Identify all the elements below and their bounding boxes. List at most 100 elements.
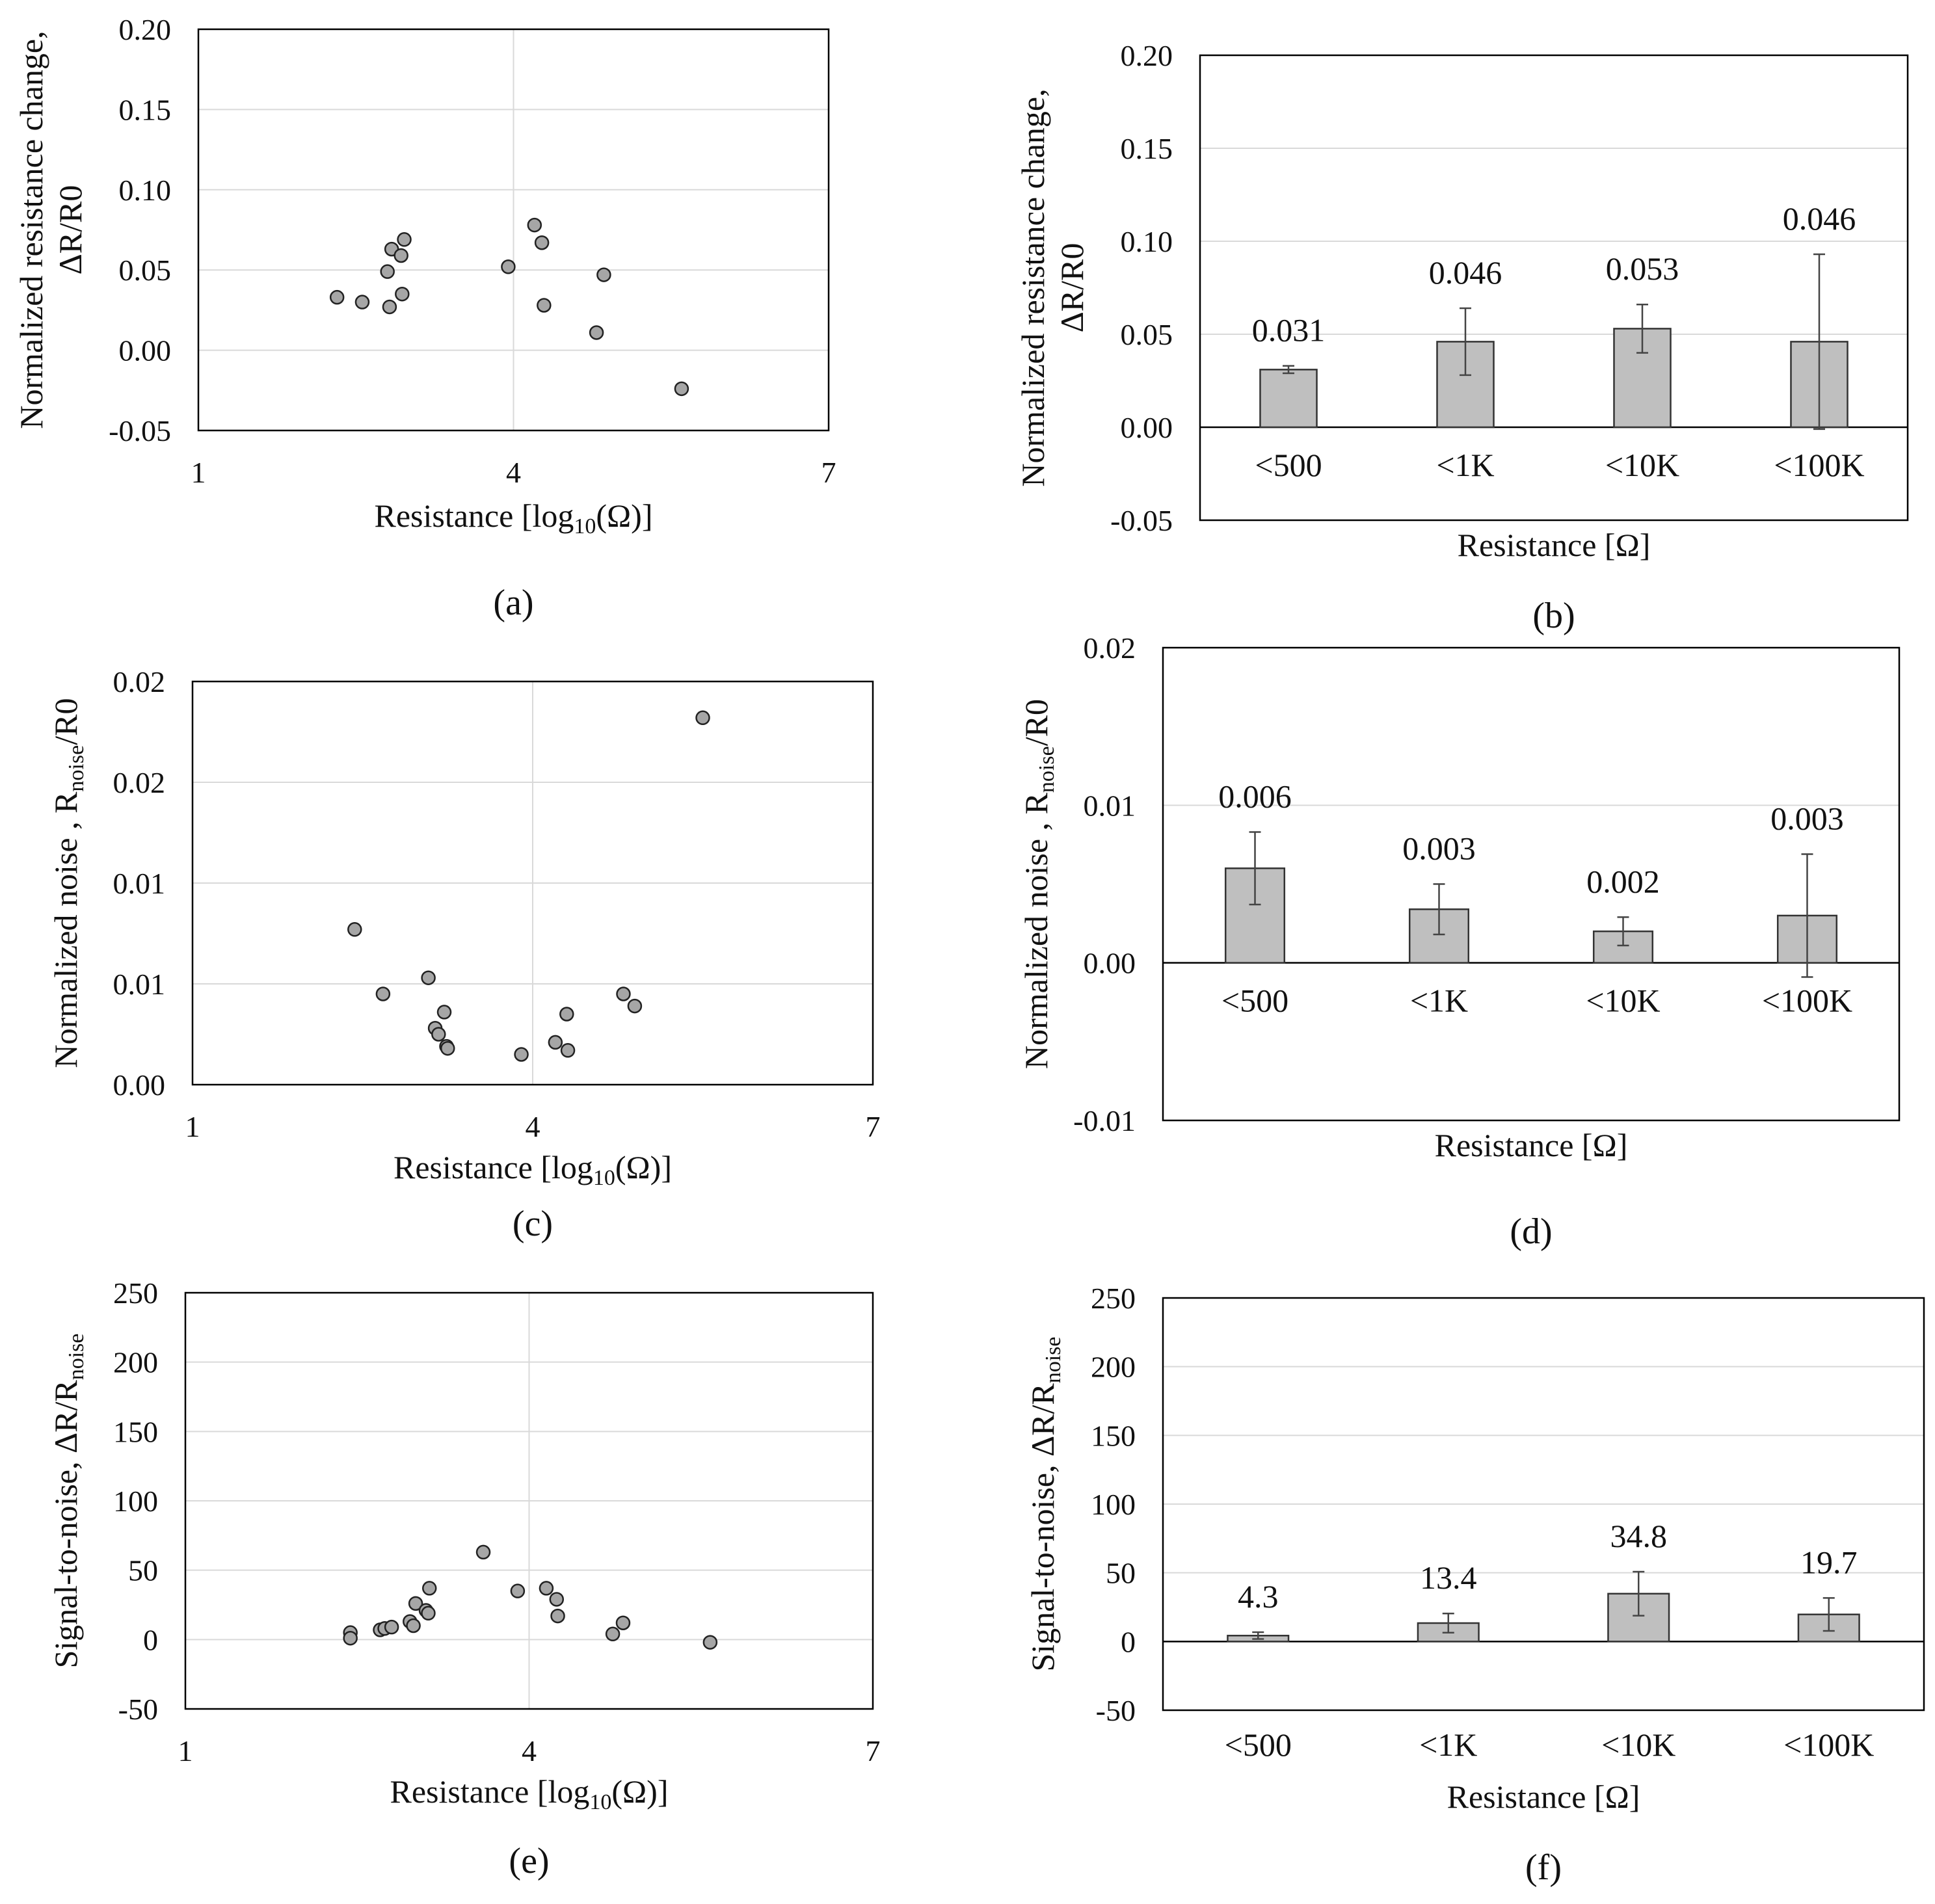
panel-label: (c) bbox=[513, 1204, 553, 1244]
data-label: 0.046 bbox=[1783, 200, 1856, 237]
data-point bbox=[615, 1615, 631, 1630]
x-tick-label: 1 bbox=[185, 1110, 200, 1143]
data-point bbox=[395, 286, 410, 302]
data-point bbox=[527, 217, 542, 233]
data-point bbox=[408, 1596, 423, 1611]
x-tick-label: 7 bbox=[866, 1110, 881, 1143]
data-point bbox=[440, 1040, 455, 1056]
data-point bbox=[627, 998, 643, 1014]
y-axis-label: Normalized noise , Rnoise/R0 bbox=[47, 698, 88, 1068]
data-point bbox=[347, 922, 362, 937]
y-tick-label: 0 bbox=[1121, 1625, 1136, 1658]
y-tick-label: 0.01 bbox=[113, 968, 166, 1001]
y-tick-label: 0.15 bbox=[119, 93, 172, 126]
category-label: <1K bbox=[1410, 983, 1468, 1019]
y-tick-label: 250 bbox=[113, 1276, 158, 1310]
y-tick-label: 50 bbox=[128, 1554, 158, 1587]
plot-frame bbox=[1162, 646, 1901, 1122]
data-point bbox=[394, 248, 408, 263]
x-tick-label: 4 bbox=[526, 1110, 540, 1143]
y-tick-label: 0.01 bbox=[113, 867, 166, 900]
data-label: 0.003 bbox=[1770, 800, 1844, 836]
data-point bbox=[329, 289, 345, 305]
data-label: 0.002 bbox=[1586, 863, 1660, 899]
data-point bbox=[475, 1544, 491, 1560]
y-tick-label: 200 bbox=[1091, 1351, 1136, 1384]
y-tick-label: 0.00 bbox=[119, 334, 172, 367]
data-point bbox=[550, 1608, 565, 1624]
x-axis-label: Resistance [log10(Ω)] bbox=[390, 1773, 669, 1814]
y-tick-label: 0.01 bbox=[1084, 789, 1136, 822]
x-axis-label: Resistance [Ω] bbox=[1458, 527, 1651, 563]
y-tick-label: 0.02 bbox=[113, 766, 166, 799]
y-tick-label: 0.02 bbox=[113, 665, 166, 698]
y-tick-label: 150 bbox=[113, 1415, 158, 1448]
category-label: <500 bbox=[1255, 447, 1322, 483]
data-point bbox=[616, 986, 631, 1001]
data-point bbox=[343, 1630, 358, 1646]
data-label: 4.3 bbox=[1238, 1578, 1279, 1615]
y-tick-label: 250 bbox=[1091, 1282, 1136, 1315]
y-axis-label: Signal-to-noise, ΔR/Rnoise bbox=[47, 1333, 88, 1668]
bar-<500 bbox=[1259, 369, 1318, 429]
y-tick-label: 0 bbox=[143, 1623, 158, 1656]
category-label: <1K bbox=[1436, 447, 1494, 483]
data-point bbox=[406, 1618, 421, 1633]
data-point bbox=[534, 235, 550, 250]
panel-label: (a) bbox=[493, 583, 533, 623]
x-tick-label: 7 bbox=[866, 1734, 881, 1767]
category-label: <500 bbox=[1221, 983, 1288, 1019]
panel-label: (d) bbox=[1510, 1211, 1552, 1252]
y-tick-label: 200 bbox=[113, 1346, 158, 1379]
bar-<10K bbox=[1613, 328, 1672, 429]
data-point bbox=[514, 1047, 529, 1062]
bar-<1K bbox=[1436, 341, 1495, 429]
data-point bbox=[501, 259, 516, 274]
x-tick-label: 4 bbox=[506, 456, 521, 489]
data-point bbox=[559, 1007, 574, 1022]
category-label: <100K bbox=[1774, 447, 1864, 483]
category-label: <500 bbox=[1225, 1726, 1292, 1763]
panel-d: -0.01 0.00 0.01 0.02 0.006 <500 0.003 <1K 0.002 <… bbox=[1018, 631, 1901, 1252]
data-point bbox=[605, 1626, 621, 1642]
x-axis-label: Resistance [Ω] bbox=[1447, 1778, 1640, 1815]
x-axis-label: Resistance [log10(Ω)] bbox=[394, 1149, 672, 1190]
data-label: 0.003 bbox=[1402, 830, 1476, 867]
y-axis-label: ΔR/R0 bbox=[52, 185, 88, 275]
y-tick-label: -0.05 bbox=[109, 414, 171, 447]
y-tick-label: 150 bbox=[1091, 1419, 1136, 1452]
panel-label: (e) bbox=[509, 1841, 549, 1881]
panel-c: 0.00 0.01 0.01 0.02 0.02 1 4 7 Resistance [log10… bbox=[47, 665, 881, 1244]
data-point bbox=[421, 970, 436, 985]
category-label: <1K bbox=[1419, 1726, 1477, 1763]
y-axis-label: Normalized resistance change, bbox=[1015, 88, 1051, 486]
data-point bbox=[596, 267, 611, 282]
plot-frame bbox=[1199, 54, 1909, 522]
x-axis-label: Resistance [Ω] bbox=[1435, 1127, 1628, 1163]
data-point bbox=[589, 325, 604, 340]
data-point bbox=[510, 1583, 526, 1598]
category-label: <10K bbox=[1586, 983, 1660, 1019]
y-tick-label: 0.00 bbox=[1084, 947, 1136, 980]
category-label: <10K bbox=[1605, 447, 1679, 483]
y-axis-label: Normalized resistance change, bbox=[13, 31, 49, 429]
category-label: <10K bbox=[1601, 1726, 1675, 1763]
data-point bbox=[431, 1027, 446, 1042]
y-axis-label: Normalized noise , Rnoise/R0 bbox=[1018, 699, 1059, 1069]
panel-b: -0.05 0.00 0.05 0.10 0.15 0.20 0.031 <500 0.046 <… bbox=[1015, 39, 1909, 636]
data-point bbox=[384, 1619, 399, 1635]
data-point bbox=[375, 986, 391, 1001]
y-tick-label: 50 bbox=[1106, 1557, 1136, 1590]
data-label: 19.7 bbox=[1800, 1544, 1858, 1580]
y-tick-label: 0.05 bbox=[119, 254, 172, 287]
data-point bbox=[397, 232, 412, 247]
y-tick-label: -50 bbox=[118, 1693, 158, 1726]
plot-frame bbox=[191, 680, 874, 1086]
y-tick-label: 100 bbox=[113, 1485, 158, 1518]
y-tick-label: 0.20 bbox=[119, 13, 172, 46]
x-tick-label: 1 bbox=[191, 456, 206, 489]
y-tick-label: 0.00 bbox=[113, 1068, 166, 1102]
data-point bbox=[539, 1581, 554, 1596]
y-axis-label: Signal-to-noise, ΔR/Rnoise bbox=[1024, 1336, 1065, 1671]
data-label: 13.4 bbox=[1420, 1559, 1477, 1596]
